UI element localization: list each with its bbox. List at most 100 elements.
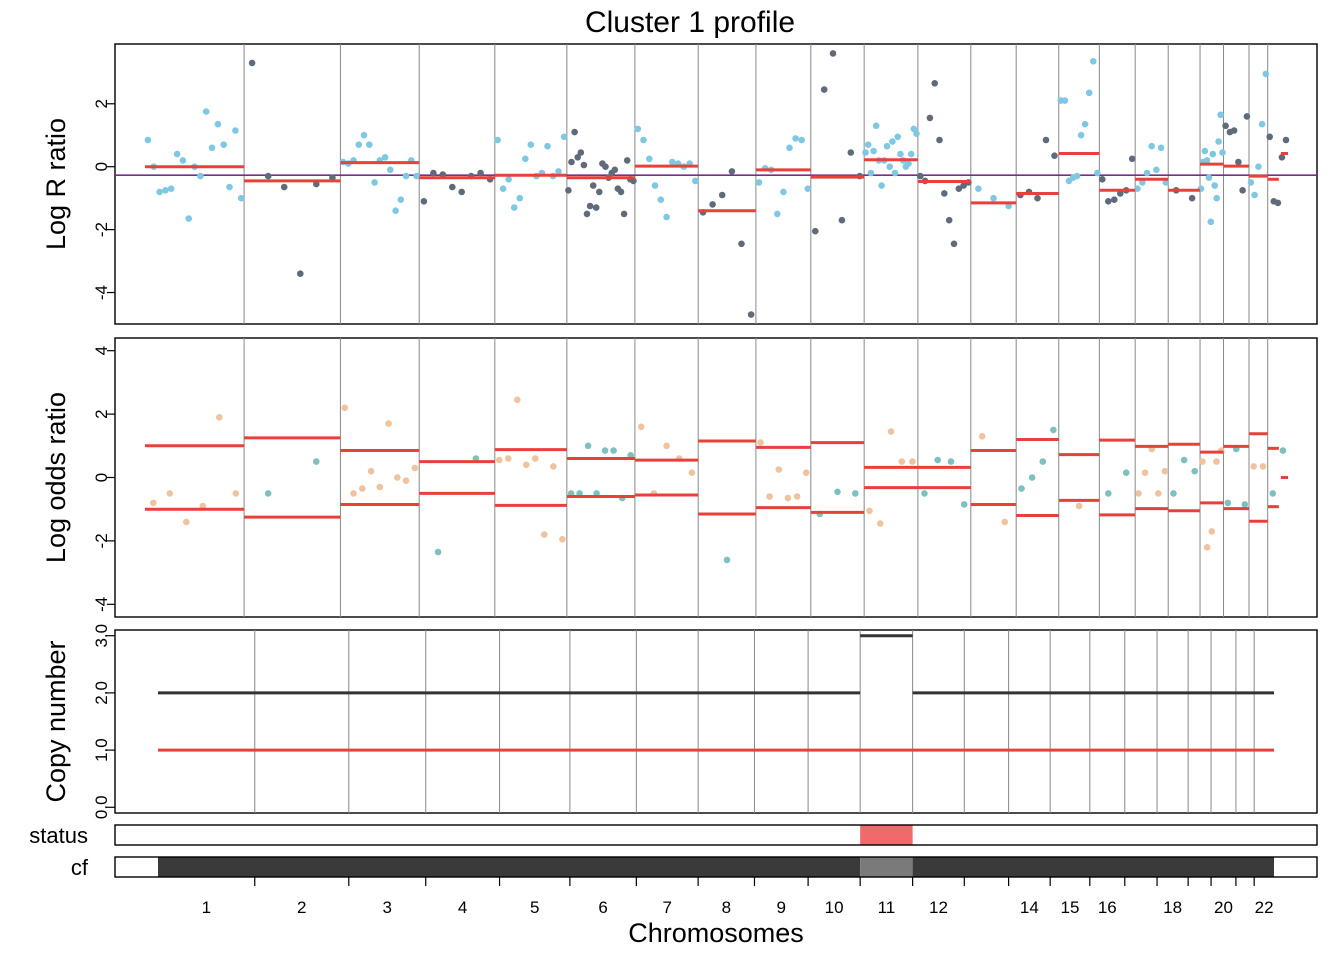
logr-point [577,149,585,156]
baf-point [376,483,384,491]
baf-point [1191,467,1198,475]
baf-point [637,423,645,431]
baf-point [341,404,349,412]
baf-point [978,433,986,440]
baf-point [1250,463,1257,470]
baf-point [1018,485,1025,492]
logr-point [804,185,812,192]
baf-point [350,490,357,497]
x-tick-label: 18 [1163,898,1182,917]
logr-point [878,182,885,189]
baf-point [601,447,609,454]
logr-y-tick-label: 0 [92,162,111,171]
logr-point [907,150,915,158]
logr-point [611,166,619,174]
logr-frame [114,43,1318,325]
baf-point [1203,544,1211,551]
cf-region [860,857,913,877]
baf-point [359,485,366,492]
baf-point [793,493,801,500]
baf-point [1105,490,1112,497]
logr-point [1111,196,1118,203]
logr-point [381,154,389,161]
logr-point [1215,138,1222,145]
baf-point [1141,469,1149,477]
x-tick-label: 4 [458,898,467,917]
logr-point [1157,144,1165,152]
baf-point [1208,528,1216,535]
logr-point [820,86,828,93]
logr-point [886,163,893,170]
logr-point [232,127,239,134]
x-tick-label: 12 [929,898,948,917]
logr-point [355,141,363,148]
logr-point [945,216,953,224]
logr-point [371,179,378,186]
baf-y-tick-label: 0 [92,473,111,482]
x-tick-label: 15 [1061,898,1080,917]
baf-point [757,439,764,446]
baf-point [887,428,895,435]
logr-point [1243,113,1251,120]
x-tick-label: 3 [383,898,392,917]
logr-point [592,204,600,211]
logr-point [786,144,793,152]
logr-point [728,168,736,175]
logr-point [413,172,420,180]
baf-point [313,458,320,465]
baf-point [1028,474,1036,481]
logr-point [913,130,920,137]
logr-point [812,227,819,235]
baf-point [1279,447,1287,454]
logr-point [208,144,216,152]
logr-point [798,136,805,144]
logr-point [420,198,428,205]
baf-point [1199,458,1206,465]
logr-point [931,80,938,87]
logr-point [738,240,745,248]
logr-point [1201,147,1209,155]
logr-point [774,210,781,218]
logr-point [975,185,982,192]
logr-point [1090,58,1097,65]
logr-point [1077,131,1085,139]
baf-point [367,467,375,475]
logr-point [780,188,787,196]
baf-point [1259,463,1267,470]
logr-point [1255,163,1262,170]
status-region [860,825,913,845]
baf-point [559,536,566,543]
logr-point [1219,149,1226,156]
logr-point [602,163,609,170]
logr-point [872,122,880,130]
logr-point [1258,120,1266,128]
logr-point [1282,136,1290,144]
logr-point [1213,194,1220,202]
baf-point [264,490,272,497]
log-r-ratio-panel: -4 -2 0 2 Log R ratio [41,43,1318,325]
baf-point [627,452,634,459]
logr-point [329,174,336,181]
logr-point [156,188,163,196]
logr-point [883,142,891,150]
logr-point [755,179,763,186]
logr-point [580,161,588,169]
logr-point [1051,152,1058,159]
logr-point [1262,70,1270,78]
logr-point [1128,155,1136,163]
x-tick-label: 5 [530,898,539,917]
logr-point [144,136,152,144]
logr-point [847,149,855,156]
logr-point [596,188,603,196]
logr-y-axis-label: Log R ratio [41,118,71,250]
baf-y-axis-label: Log odds ratio [41,392,71,563]
logr-point [220,141,227,148]
baf-point [394,474,401,481]
logr-point [237,194,245,202]
baf-point [909,458,916,465]
logr-point [402,172,410,180]
logr-point [955,185,963,192]
logr-point [718,191,726,199]
cf-label: cf [71,855,89,880]
logr-point [516,194,524,202]
